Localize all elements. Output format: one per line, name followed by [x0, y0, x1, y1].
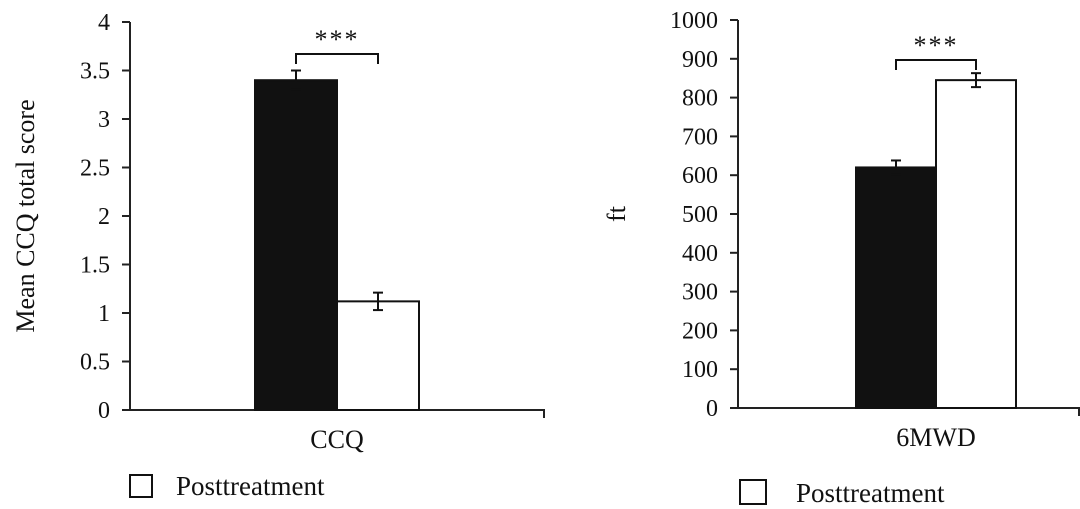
bar-posttreatment	[336, 300, 420, 411]
panel-6mwd: 0 100 200 300 400 500 600 700 800 900 1000 ft *** 6MW…	[602, 8, 1080, 508]
y-tick-label: 0	[706, 396, 718, 422]
y-tick-label: 100	[682, 357, 718, 383]
y-tick-label: 2.5	[80, 156, 110, 182]
y-tick-label: 1.5	[80, 253, 110, 279]
bar-pretreatment	[855, 166, 937, 409]
bar-posttreatment	[935, 79, 1017, 409]
y-tick-label: 0.5	[80, 350, 110, 376]
significance-label: ***	[914, 31, 959, 60]
y-tick-label: 3	[98, 107, 110, 133]
y-tick-label: 500	[682, 202, 718, 228]
significance-bracket	[295, 53, 379, 64]
x-category-label: CCQ	[310, 425, 364, 454]
y-axis-label: Mean CCQ total score	[11, 99, 40, 332]
y-tick-label: 3.5	[80, 59, 110, 85]
legend-swatch-posttreatment	[129, 474, 153, 498]
legend-swatch-posttreatment	[739, 479, 767, 505]
y-tick-label: 400	[682, 241, 718, 267]
panel-ccq: 0 0.5 1 1.5 2 2.5 3 3.5 4 Mean CCQ total score ***…	[11, 10, 545, 501]
y-tick-label: 300	[682, 280, 718, 306]
y-tick-label: 600	[682, 163, 718, 189]
significance-label: ***	[315, 25, 360, 54]
y-tick-label: 1	[98, 301, 110, 327]
y-axis-label: ft	[602, 205, 631, 222]
legend-label-posttreatment: Posttreatment	[796, 478, 945, 508]
x-category-label: 6MWD	[896, 423, 975, 452]
y-tick-label: 800	[682, 86, 718, 112]
bar-pretreatment	[254, 79, 338, 411]
y-tick-label: 0	[98, 398, 110, 424]
y-tick-label: 2	[98, 204, 110, 230]
y-tick-label: 900	[682, 47, 718, 73]
y-tick-label: 700	[682, 124, 718, 150]
legend-label-posttreatment: Posttreatment	[176, 471, 325, 501]
y-tick-label: 200	[682, 318, 718, 344]
y-tick-label: 1000	[670, 8, 718, 34]
significance-bracket	[895, 59, 977, 70]
y-tick-label: 4	[98, 10, 110, 36]
